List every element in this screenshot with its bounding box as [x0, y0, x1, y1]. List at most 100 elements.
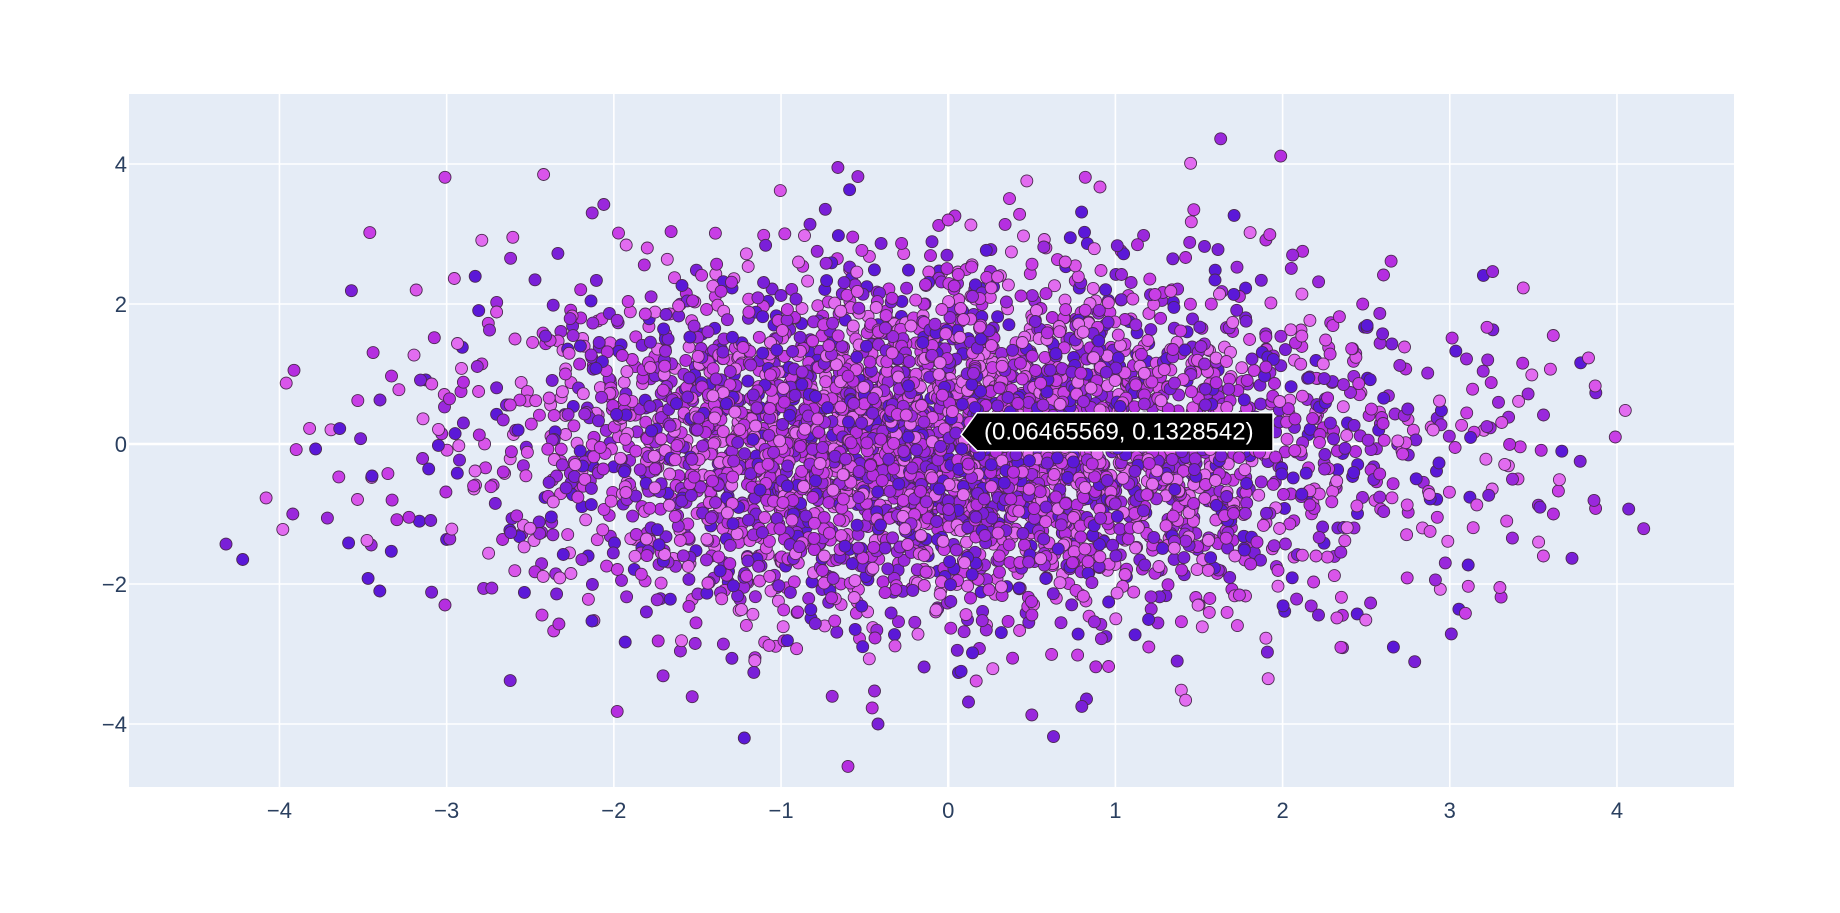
- scatter-point[interactable]: [874, 236, 888, 250]
- scatter-point[interactable]: [1087, 615, 1101, 629]
- scatter-point[interactable]: [482, 546, 496, 560]
- scatter-point[interactable]: [1259, 330, 1273, 344]
- scatter-point[interactable]: [634, 567, 648, 581]
- scatter-point[interactable]: [746, 607, 760, 621]
- scatter-point[interactable]: [917, 579, 931, 592]
- scatter-point[interactable]: [662, 498, 676, 512]
- scatter-point[interactable]: [559, 481, 573, 495]
- scatter-point[interactable]: [568, 458, 582, 472]
- scatter-point[interactable]: [1244, 557, 1258, 571]
- scatter-point[interactable]: [835, 340, 849, 353]
- scatter-point[interactable]: [1408, 655, 1422, 669]
- scatter-point[interactable]: [959, 608, 973, 622]
- scatter-point[interactable]: [1532, 535, 1546, 549]
- scatter-point[interactable]: [626, 509, 640, 523]
- scatter-point[interactable]: [654, 432, 668, 446]
- scatter-point[interactable]: [1017, 229, 1030, 243]
- scatter-point[interactable]: [1385, 337, 1399, 351]
- scatter-point[interactable]: [841, 369, 855, 383]
- scatter-point[interactable]: [1040, 456, 1054, 470]
- scatter-point[interactable]: [866, 561, 880, 575]
- scatter-point[interactable]: [770, 343, 784, 357]
- scatter-point[interactable]: [351, 493, 364, 506]
- scatter-point[interactable]: [1100, 474, 1114, 487]
- scatter-point[interactable]: [747, 665, 761, 679]
- scatter-point[interactable]: [1053, 397, 1067, 411]
- scatter-point[interactable]: [656, 383, 670, 397]
- scatter-point[interactable]: [1067, 545, 1081, 559]
- scatter-point[interactable]: [1101, 296, 1115, 310]
- scatter-point[interactable]: [1373, 490, 1387, 504]
- scatter-point[interactable]: [967, 366, 980, 380]
- scatter-point[interactable]: [1274, 329, 1288, 343]
- scatter-point[interactable]: [917, 549, 931, 562]
- scatter-point[interactable]: [1426, 423, 1440, 437]
- scatter-point[interactable]: [837, 276, 851, 290]
- scatter-point[interactable]: [1166, 343, 1180, 356]
- scatter-point[interactable]: [1302, 371, 1316, 385]
- scatter-point[interactable]: [584, 498, 598, 512]
- scatter-point[interactable]: [1194, 340, 1208, 353]
- scatter-point[interactable]: [773, 434, 787, 448]
- scatter-point[interactable]: [643, 501, 657, 515]
- scatter-point[interactable]: [651, 634, 665, 648]
- scatter-point[interactable]: [1213, 287, 1226, 301]
- scatter-point[interactable]: [1113, 400, 1127, 413]
- scatter-point[interactable]: [1398, 340, 1411, 354]
- scatter-point[interactable]: [1110, 239, 1124, 253]
- scatter-point[interactable]: [1309, 549, 1323, 563]
- scatter-point[interactable]: [1033, 485, 1047, 499]
- scatter-point[interactable]: [1423, 524, 1437, 538]
- scatter-point[interactable]: [954, 301, 968, 315]
- scatter-point[interactable]: [618, 635, 632, 649]
- scatter-point[interactable]: [733, 423, 747, 437]
- scatter-point[interactable]: [695, 268, 709, 282]
- scatter-point[interactable]: [1081, 555, 1095, 569]
- scatter-point[interactable]: [1495, 416, 1509, 429]
- scatter-point[interactable]: [1198, 492, 1212, 505]
- scatter-point[interactable]: [828, 614, 842, 628]
- scatter-point[interactable]: [1359, 613, 1373, 627]
- scatter-point[interactable]: [846, 230, 860, 244]
- scatter-point[interactable]: [1223, 570, 1237, 584]
- scatter-point[interactable]: [506, 230, 520, 244]
- scatter-point[interactable]: [822, 496, 836, 510]
- scatter-point[interactable]: [933, 356, 947, 370]
- scatter-point[interactable]: [1168, 483, 1182, 496]
- scatter-point[interactable]: [618, 432, 632, 446]
- scatter-point[interactable]: [700, 532, 714, 546]
- scatter-point[interactable]: [991, 399, 1005, 413]
- scatter-point[interactable]: [659, 308, 673, 321]
- scatter-point[interactable]: [1295, 287, 1309, 301]
- scatter-point[interactable]: [1363, 373, 1377, 387]
- scatter-point[interactable]: [1470, 498, 1484, 512]
- scatter-point[interactable]: [1144, 323, 1158, 337]
- scatter-point[interactable]: [1078, 225, 1091, 239]
- scatter-point[interactable]: [1059, 497, 1073, 511]
- scatter-point[interactable]: [1099, 283, 1113, 297]
- scatter-point[interactable]: [595, 390, 608, 404]
- scatter-point[interactable]: [1316, 357, 1330, 371]
- scatter-point[interactable]: [986, 662, 1000, 676]
- scatter-point[interactable]: [439, 485, 453, 499]
- scatter-point[interactable]: [438, 598, 452, 612]
- scatter-point[interactable]: [537, 168, 551, 181]
- scatter-point[interactable]: [650, 523, 664, 537]
- scatter-point[interactable]: [593, 440, 607, 454]
- scatter-point[interactable]: [739, 618, 753, 632]
- scatter-point[interactable]: [1361, 433, 1375, 447]
- scatter-point[interactable]: [1276, 599, 1290, 613]
- scatter-point[interactable]: [1448, 441, 1462, 454]
- scatter-point[interactable]: [818, 202, 832, 216]
- scatter-point[interactable]: [881, 562, 895, 576]
- scatter-point[interactable]: [758, 511, 772, 524]
- scatter-point[interactable]: [1493, 581, 1507, 594]
- scatter-point[interactable]: [823, 526, 836, 540]
- scatter-point[interactable]: [1232, 451, 1246, 464]
- scatter-point[interactable]: [1377, 433, 1391, 447]
- scatter-point[interactable]: [1059, 303, 1073, 317]
- scatter-point[interactable]: [1516, 356, 1530, 370]
- scatter-point[interactable]: [1587, 493, 1601, 507]
- scatter-point[interactable]: [1393, 358, 1407, 372]
- scatter-point[interactable]: [1184, 156, 1198, 170]
